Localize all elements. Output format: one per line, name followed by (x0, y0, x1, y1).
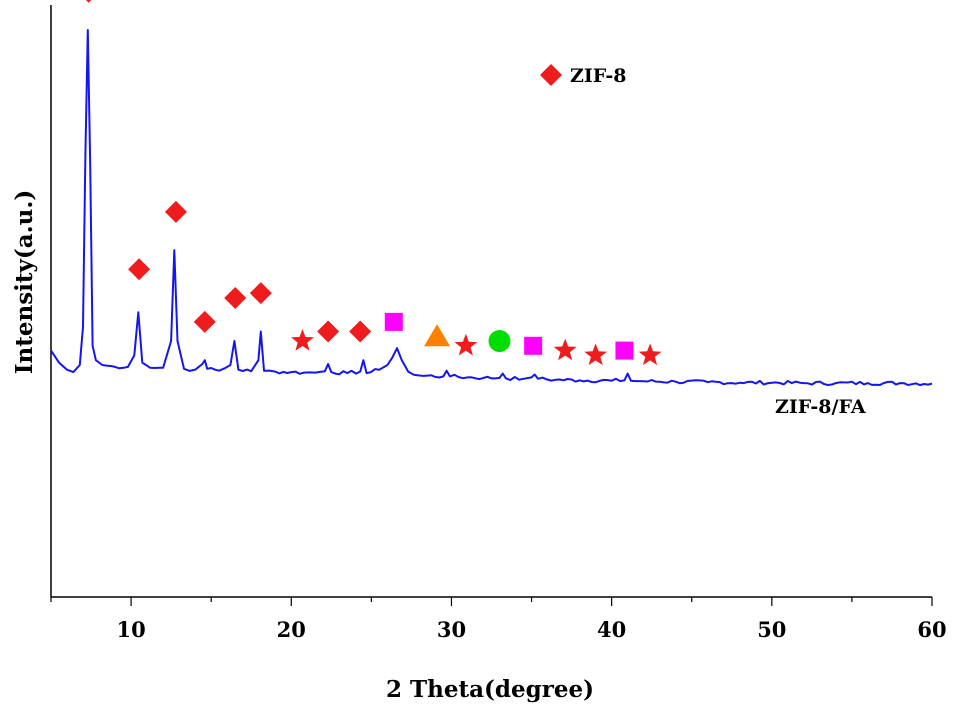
phase-marker-star (291, 329, 314, 351)
series-line (50, 29, 933, 387)
series-layer (50, 29, 933, 387)
legend-label-zif8: ZIF-8 (570, 65, 627, 87)
phase-marker-diamond (128, 258, 151, 281)
x-tick-label: 30 (437, 617, 466, 642)
phase-marker-diamond (349, 320, 372, 343)
phase-marker-diamond (85, 0, 92, 3)
phase-marker-square (615, 341, 634, 360)
phase-marker-circle (488, 330, 511, 353)
x-tick-label: 10 (116, 617, 145, 642)
y-axis-title: Intensity(a.u.) (11, 190, 38, 375)
phase-marker-star (454, 333, 478, 356)
phase-marker-triangle (424, 324, 451, 347)
legend: ZIF-8 (540, 64, 627, 87)
phase-marker-star (553, 338, 577, 361)
series-annotation-zif8-fa: ZIF-8/FA (775, 396, 866, 418)
x-tick-label: 50 (757, 617, 786, 642)
x-tick-label: 60 (917, 617, 946, 642)
phase-marker-diamond (224, 286, 247, 309)
phase-marker-diamond (249, 282, 272, 305)
x-axis-title: 2 Theta(degree) (386, 676, 594, 703)
phase-marker-diamond (193, 310, 216, 333)
phase-marker-diamond (317, 320, 340, 343)
phase-marker-star (584, 343, 607, 366)
phase-marker-square (384, 312, 403, 331)
phase-marker-diamond (164, 200, 187, 223)
x-tick-label: 40 (597, 617, 626, 642)
legend-marker-zif8 (540, 64, 562, 86)
x-tick-label: 20 (277, 617, 306, 642)
phase-marker-star (638, 343, 662, 366)
phase-marker-square (524, 336, 543, 355)
x-axis-ticks (50, 597, 933, 606)
phase-markers-layer (85, 0, 662, 366)
legend-diamond-icon (540, 64, 562, 86)
x-axis-tick-labels: 10 20 30 40 50 60 (116, 617, 946, 642)
